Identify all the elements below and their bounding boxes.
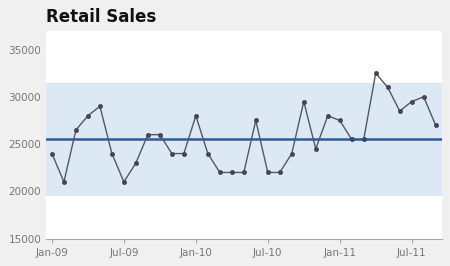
Bar bbox=[46, 83, 441, 196]
Text: Retail Sales: Retail Sales bbox=[46, 8, 156, 26]
